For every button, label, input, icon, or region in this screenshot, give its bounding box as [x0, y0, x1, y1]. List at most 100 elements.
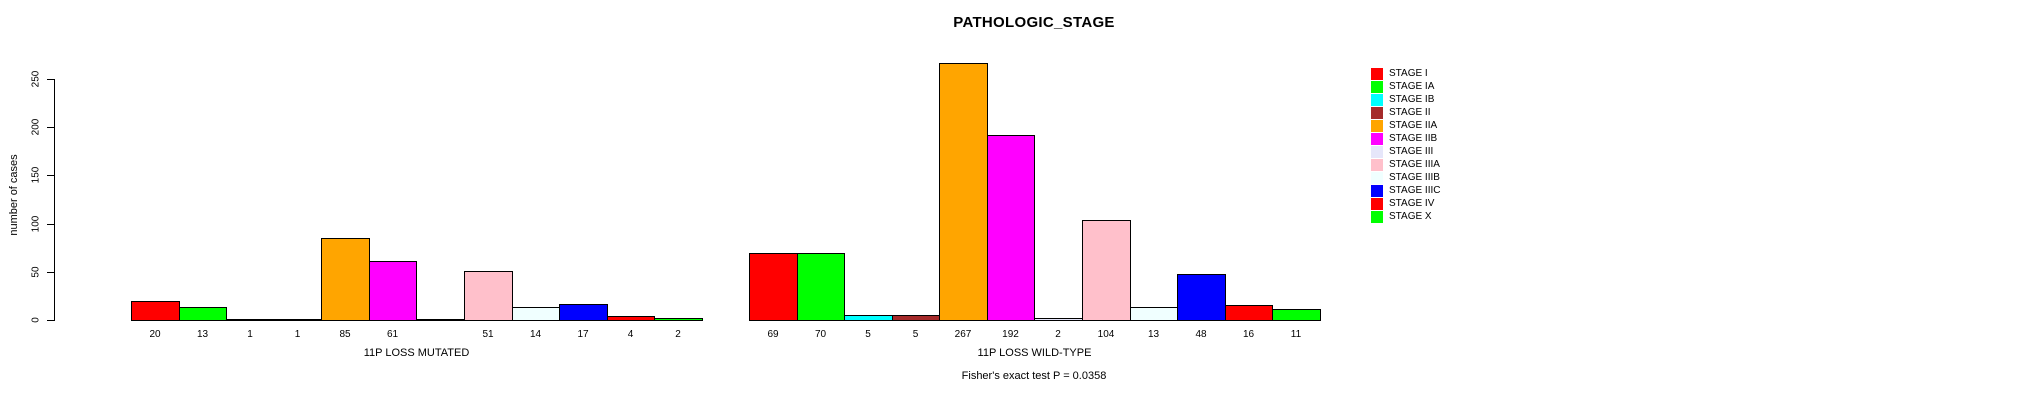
bar-stage-iv	[607, 316, 655, 321]
bar-stage-x	[1272, 309, 1321, 321]
legend-label: STAGE II	[1389, 106, 1431, 118]
legend-entry-stage-iiib: STAGE IIIB	[1371, 171, 1441, 184]
bar-stage-iv	[1225, 305, 1273, 321]
chart-title: PATHOLOGIC_STAGE	[953, 14, 1115, 31]
bar-stage-iiic	[1177, 274, 1226, 321]
legend-entry-stage-i: STAGE I	[1371, 67, 1441, 80]
bar-stage-iiia	[464, 271, 513, 321]
bar-count-label: 1	[247, 329, 253, 340]
bar-stage-ia	[179, 307, 227, 321]
legend-swatch	[1371, 210, 1383, 223]
bar-stage-ib	[226, 319, 275, 321]
legend-entry-stage-x: STAGE X	[1371, 210, 1441, 223]
legend-label: STAGE III	[1389, 145, 1434, 157]
bar-stage-i	[131, 301, 180, 321]
bar-count-label: 17	[577, 329, 589, 340]
bar-count-label: 104	[1097, 329, 1115, 340]
bar-stage-iii	[416, 319, 465, 321]
group-label-11p-loss-mutated: 11P LOSS MUTATED	[363, 347, 470, 359]
legend-entry-stage-iiic: STAGE IIIC	[1371, 184, 1441, 197]
y-tick-mark	[47, 175, 54, 176]
legend-label: STAGE IIIC	[1389, 184, 1441, 196]
y-tick-mark	[47, 224, 54, 225]
bar-count-label: 51	[482, 329, 494, 340]
bar-stage-i	[749, 253, 798, 321]
bar-count-label: 14	[529, 329, 542, 340]
legend-label: STAGE IB	[1389, 93, 1435, 105]
legend-swatch	[1371, 67, 1383, 80]
bar-stage-iia	[939, 63, 988, 321]
legend-swatch	[1371, 184, 1383, 197]
y-tick-label: 250	[30, 70, 42, 88]
legend-swatch	[1371, 132, 1383, 145]
y-tick-mark	[47, 272, 54, 273]
legend-label: STAGE IA	[1389, 80, 1435, 92]
bar-count-label: 4	[627, 329, 634, 340]
bar-count-label: 16	[1242, 329, 1255, 340]
y-tick-label: 0	[30, 317, 42, 323]
bar-stage-ib	[844, 315, 893, 321]
y-tick-mark	[47, 127, 54, 128]
bar-stage-iiib	[1130, 307, 1178, 321]
bar-count-label: 85	[339, 329, 351, 340]
bar-count-label: 5	[912, 329, 919, 340]
bar-stage-iib	[369, 261, 417, 321]
legend: STAGE I STAGE IA STAGE IB STAGE II STAGE IIA…	[1371, 67, 1441, 223]
legend-swatch	[1371, 197, 1383, 210]
y-axis-title: number of cases	[8, 154, 20, 236]
y-tick-label: 150	[30, 166, 42, 184]
legend-swatch	[1371, 106, 1383, 119]
legend-swatch	[1371, 171, 1383, 184]
bar-count-label: 2	[1055, 329, 1061, 340]
bar-count-label: 5	[865, 329, 871, 340]
bar-stage-ii	[892, 315, 940, 321]
bar-count-label: 48	[1195, 329, 1207, 340]
y-axis-line	[54, 79, 55, 321]
bar-count-label: 13	[1147, 329, 1160, 340]
legend-swatch	[1371, 80, 1383, 93]
bar-count-label: 70	[814, 329, 827, 340]
legend-label: STAGE IIB	[1389, 132, 1438, 144]
legend-entry-stage-iv: STAGE IV	[1371, 197, 1441, 210]
bar-stage-ia	[797, 253, 845, 321]
legend-label: STAGE X	[1389, 210, 1432, 222]
y-tick-label: 100	[30, 215, 42, 233]
legend-swatch	[1371, 145, 1383, 158]
y-tick-mark	[47, 79, 54, 80]
bar-count-label: 11	[1290, 329, 1302, 340]
legend-entry-stage-iia: STAGE IIA	[1371, 119, 1441, 132]
legend-label: STAGE IIA	[1389, 119, 1438, 131]
legend-label: STAGE IIIA	[1389, 158, 1440, 170]
legend-entry-stage-iib: STAGE IIB	[1371, 132, 1441, 145]
bar-count-label: 1	[294, 329, 301, 340]
legend-swatch	[1371, 158, 1383, 171]
legend-entry-stage-ib: STAGE IB	[1371, 93, 1441, 106]
bar-count-label: 20	[149, 329, 161, 340]
y-tick-label: 50	[30, 266, 42, 278]
group-label-11p-loss-wild-type: 11P LOSS WILD-TYPE	[977, 347, 1092, 359]
bar-stage-iia	[321, 238, 370, 321]
bar-stage-iiic	[559, 304, 608, 321]
bar-stage-x	[654, 318, 703, 321]
y-tick-mark	[47, 320, 54, 321]
y-tick-label: 200	[30, 118, 42, 136]
legend-swatch	[1371, 93, 1383, 106]
legend-entry-stage-ii: STAGE II	[1371, 106, 1441, 119]
bar-stage-ii	[274, 319, 322, 321]
bar-count-label: 192	[1002, 329, 1019, 340]
bar-count-label: 267	[954, 329, 972, 340]
bar-count-label: 13	[196, 329, 209, 340]
bar-stage-iib	[987, 135, 1035, 321]
legend-entry-stage-ia: STAGE IA	[1371, 80, 1441, 93]
bar-stage-iii	[1034, 318, 1083, 321]
legend-swatch	[1371, 119, 1383, 132]
bar-count-label: 2	[675, 329, 681, 340]
bar-stage-iiia	[1082, 220, 1131, 321]
legend-label: STAGE I	[1389, 67, 1428, 79]
legend-entry-stage-iiia: STAGE IIIA	[1371, 158, 1441, 171]
legend-label: STAGE IIIB	[1389, 171, 1440, 183]
legend-entry-stage-iii: STAGE III	[1371, 145, 1441, 158]
legend-label: STAGE IV	[1389, 197, 1435, 209]
fisher-test-annotation: Fisher's exact test P = 0.0358	[961, 370, 1107, 382]
